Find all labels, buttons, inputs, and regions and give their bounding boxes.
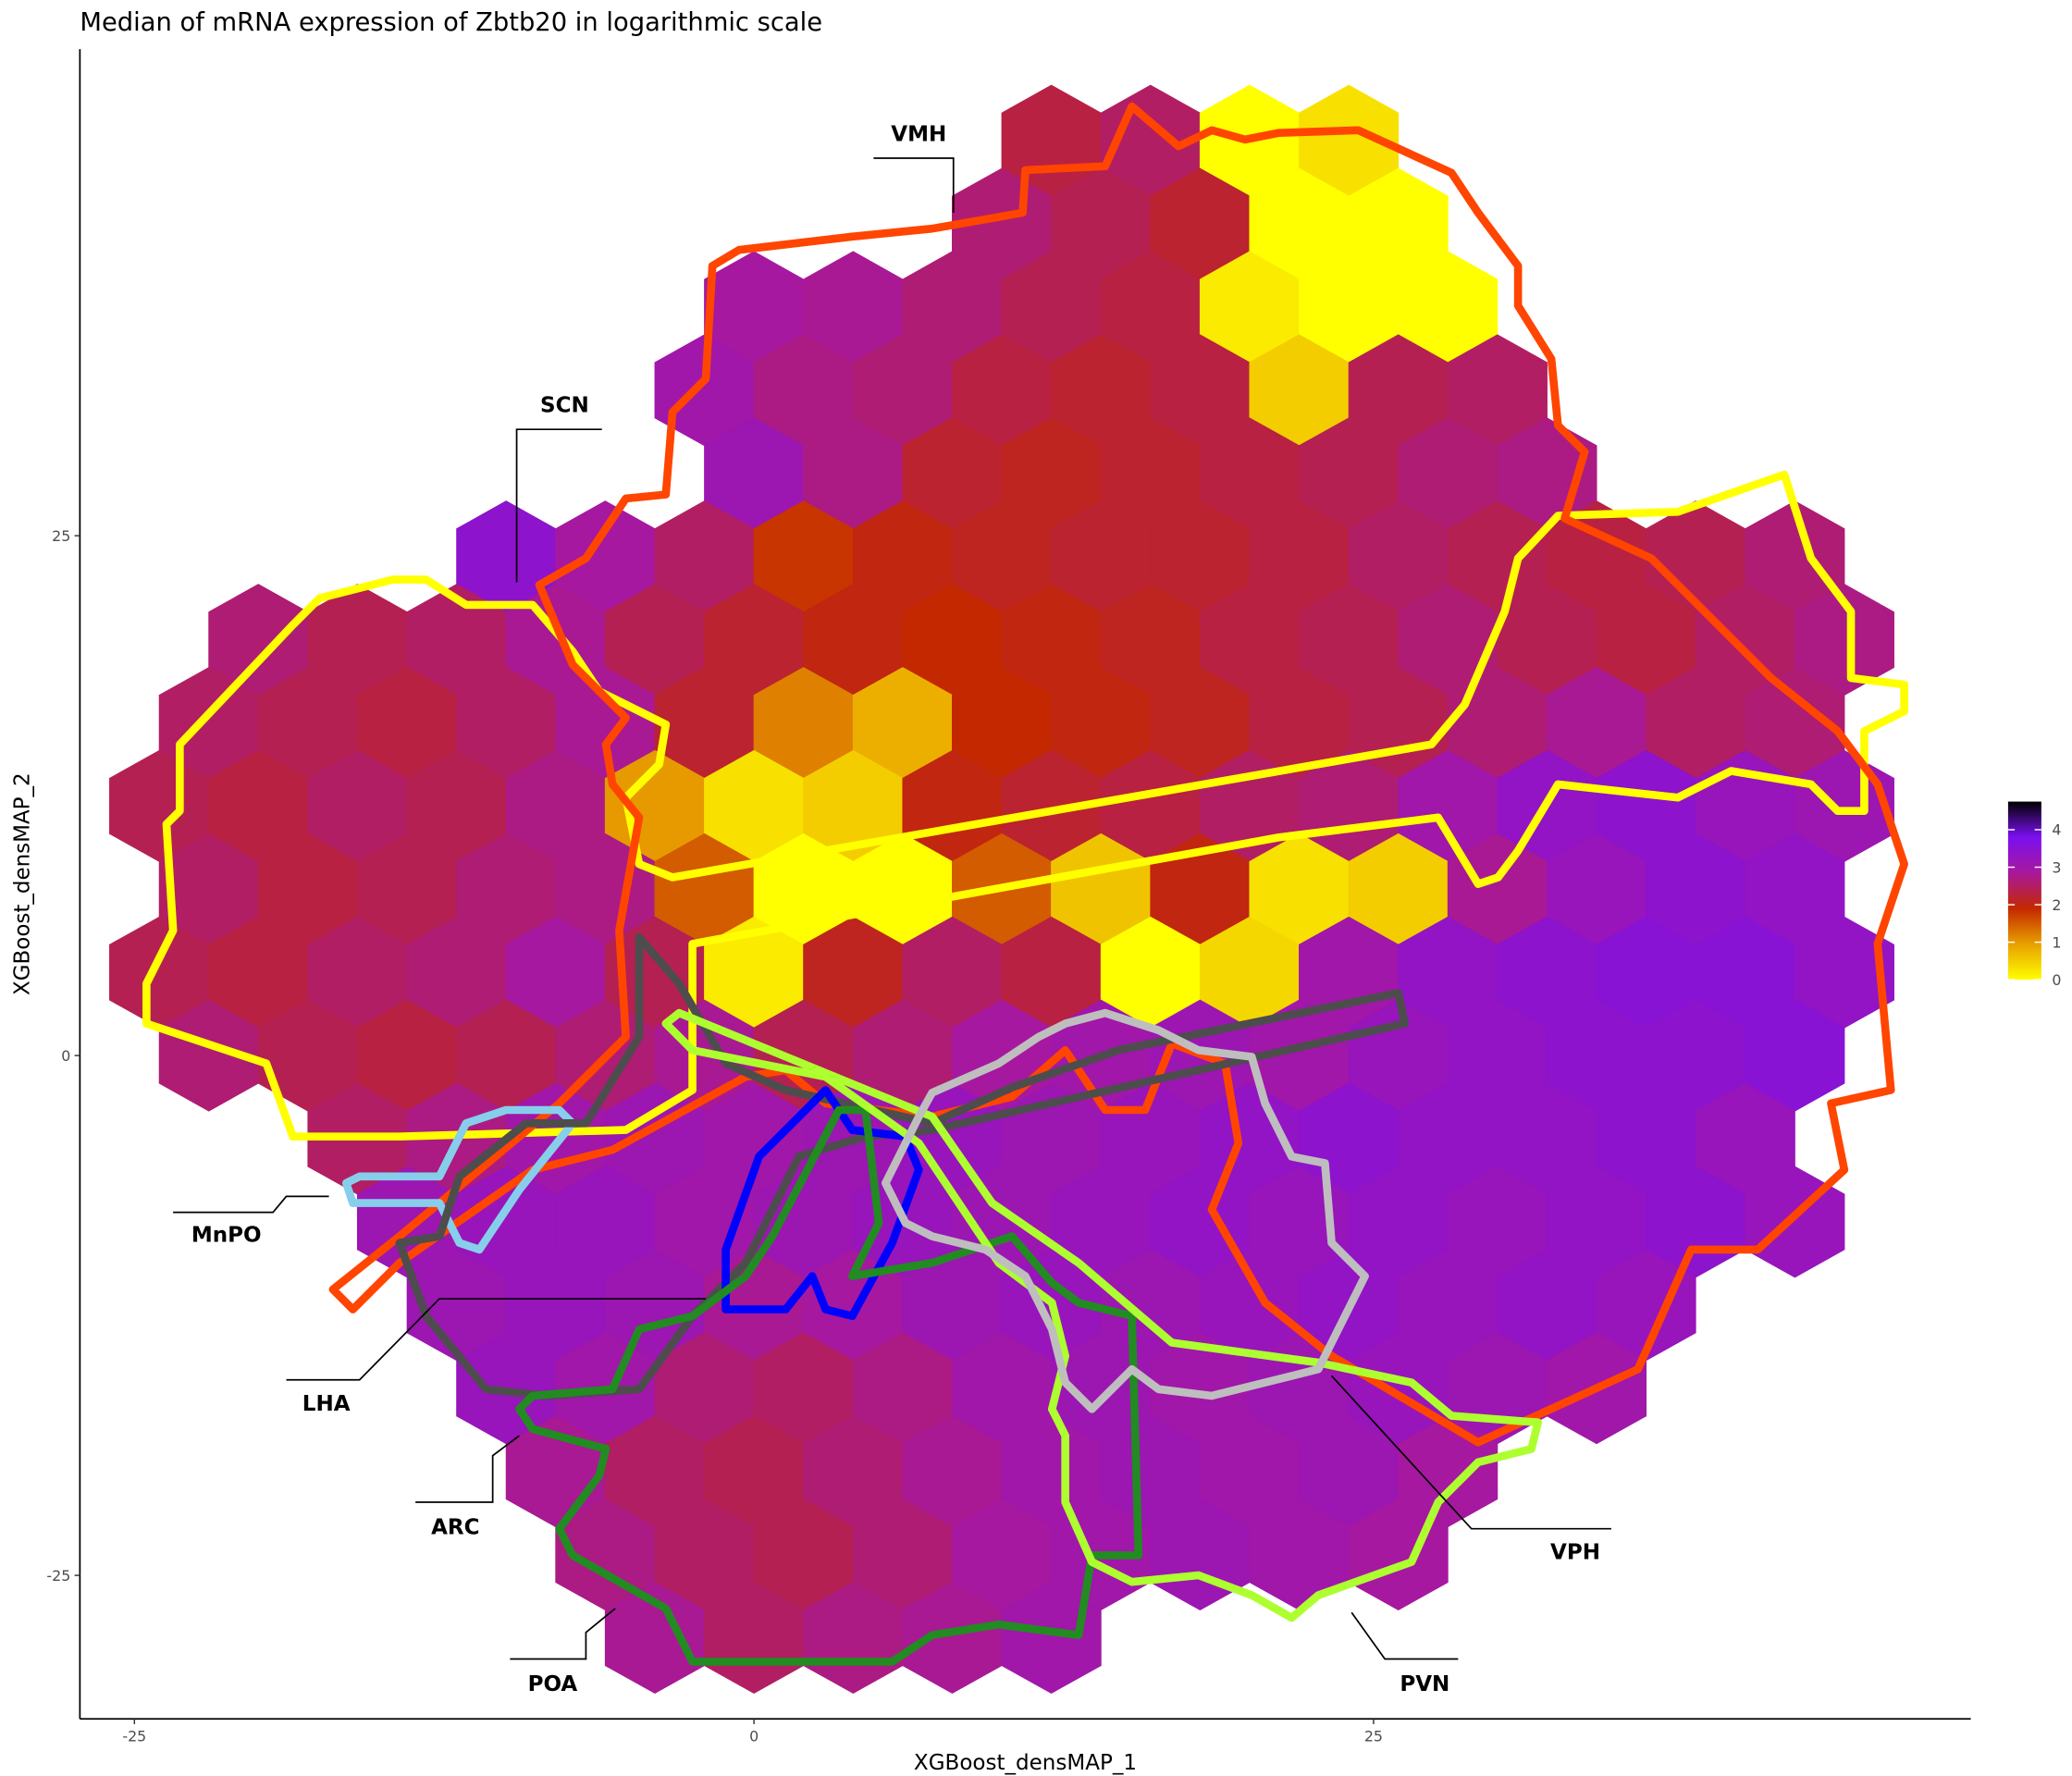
outline-vph	[882, 1008, 1369, 1413]
region-label: ARC	[431, 1515, 479, 1539]
leader	[510, 1608, 616, 1660]
x-tick-label: 25	[1364, 1728, 1383, 1745]
outline-vmh	[328, 102, 1908, 1447]
colorbar	[2007, 801, 2041, 980]
x-axis-title: XGBoost_densMAP_1	[914, 1751, 1137, 1775]
region-label: VPH	[1550, 1541, 1600, 1565]
x-tick-label: 0	[749, 1728, 758, 1745]
y-tick-label: 0	[61, 1047, 70, 1065]
colorbar-tick-label: 0	[2052, 971, 2061, 989]
leader	[286, 1298, 706, 1381]
leader	[515, 428, 602, 583]
region-label: LHA	[302, 1392, 351, 1416]
region-outlines	[142, 102, 1908, 1666]
leader	[1330, 1375, 1611, 1530]
region-label: MnPO	[191, 1223, 262, 1247]
colorbar-tick-label: 1	[2052, 933, 2061, 951]
outline-pvn	[661, 1008, 1543, 1622]
x-tick-label: -25	[122, 1728, 146, 1745]
outline-lha	[395, 932, 1410, 1400]
outline-arc	[722, 1086, 923, 1321]
region-label: POA	[528, 1672, 578, 1696]
y-tick-label: 25	[52, 527, 70, 545]
y-tick-label: -25	[46, 1567, 70, 1585]
colorbar-tick-label: 2	[2052, 896, 2061, 914]
colorbar-tick-label: 4	[2052, 821, 2061, 839]
region-label: VMH	[891, 122, 946, 146]
annotation-leaders	[173, 157, 1611, 1660]
region-label: PVN	[1400, 1672, 1449, 1696]
leader	[873, 157, 955, 213]
leader	[415, 1435, 520, 1503]
leader	[173, 1195, 329, 1214]
hex-cell	[1001, 1582, 1102, 1694]
colorbar-tick-label: 3	[2052, 858, 2061, 876]
chart-title: Median of mRNA expression of Zbtb20 in l…	[80, 8, 822, 37]
outline-poa	[515, 1105, 1143, 1666]
y-axis-title: XGBoost_densMAP_2	[11, 772, 35, 995]
leader	[1350, 1611, 1459, 1660]
outline-scn	[142, 470, 1908, 1141]
region-label: SCN	[540, 394, 589, 418]
